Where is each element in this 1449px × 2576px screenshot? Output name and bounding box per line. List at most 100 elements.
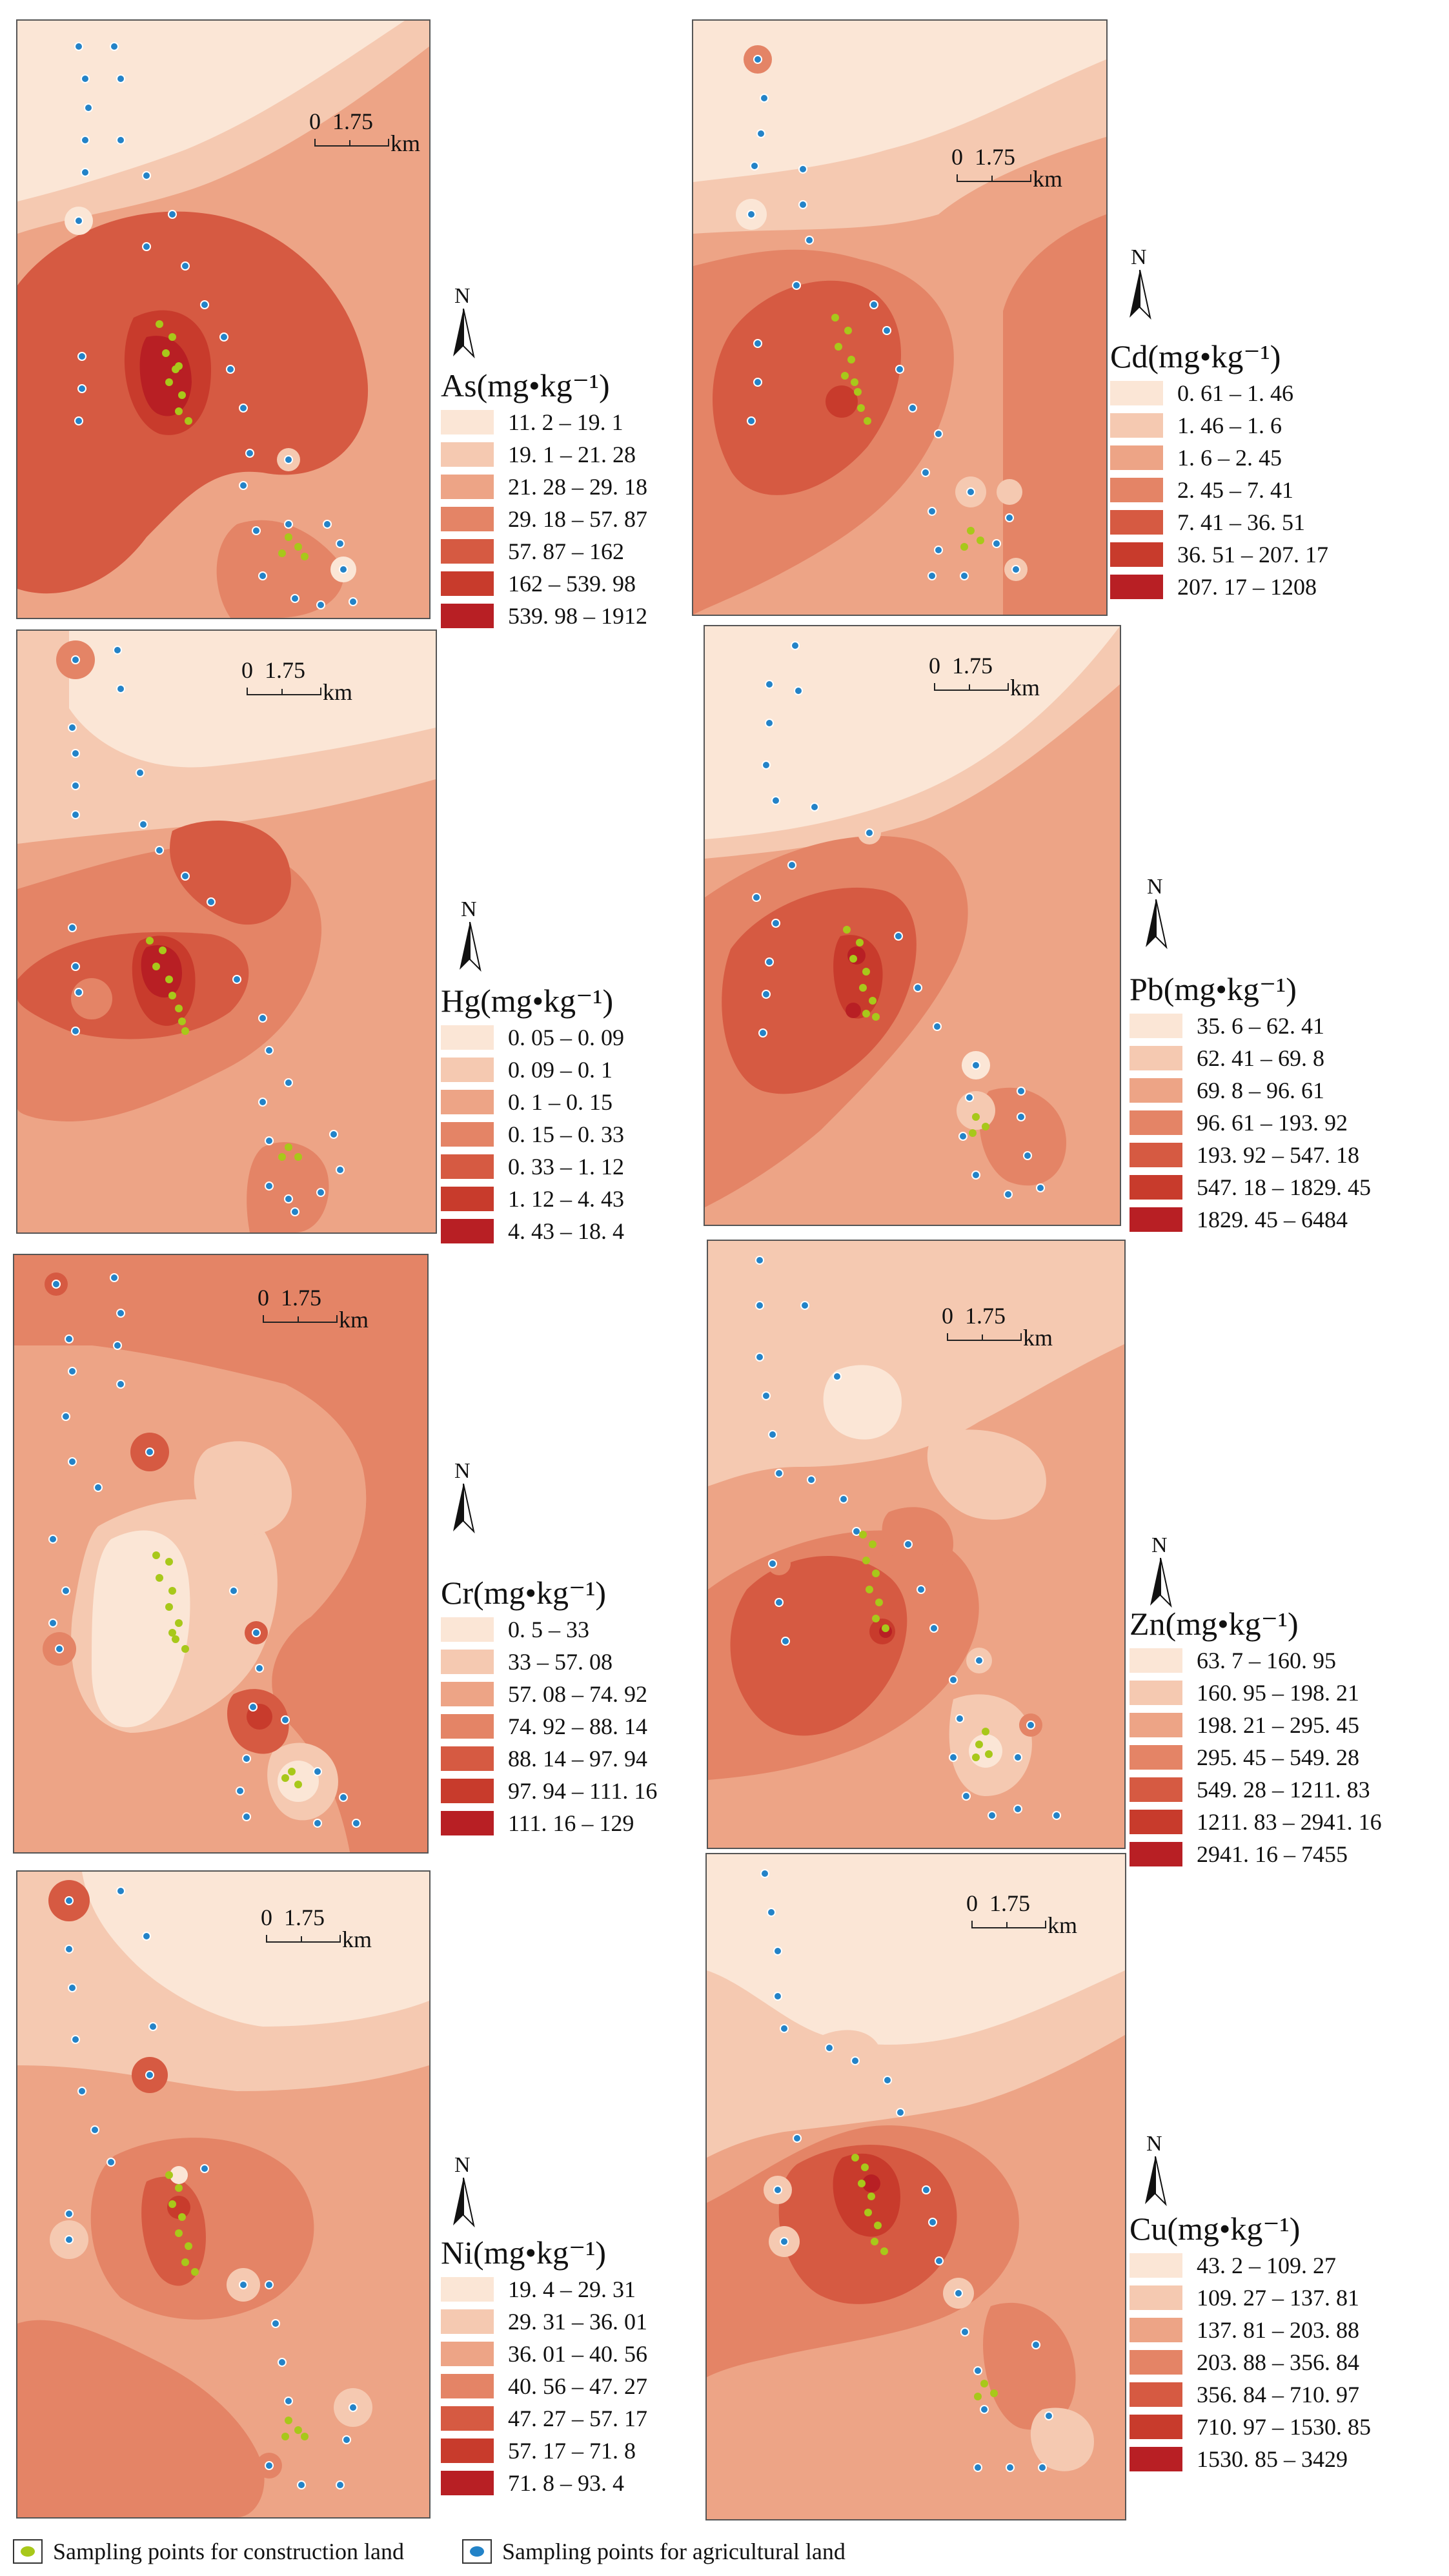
agricultural-point [226, 365, 235, 374]
construction-points [843, 926, 989, 1137]
agricultural-point [265, 1046, 274, 1055]
scale-bar: 0 1.75 km [966, 1890, 1077, 1938]
construction-point [859, 984, 867, 992]
contours-ni [17, 1872, 429, 2517]
construction-point [844, 327, 852, 334]
agricultural-point [284, 520, 293, 529]
agricultural-point [771, 796, 780, 805]
points-cr [48, 1273, 361, 1828]
construction-point [172, 1635, 179, 1643]
legend-row: 11. 2 – 19. 1 [441, 406, 647, 438]
construction-point [851, 2154, 859, 2162]
scale-unit: km [1023, 1325, 1053, 1351]
map-pb: 0 1.75 km [704, 625, 1121, 1226]
construction-point [960, 543, 968, 551]
agricultural-point [71, 781, 80, 790]
zone [979, 1087, 1066, 1186]
north-arrow: N [445, 2153, 481, 2228]
agricultural-point [1004, 1190, 1013, 1199]
agricultural-point [949, 1753, 958, 1762]
agricultural-point [1023, 1151, 1032, 1160]
agricultural-point [200, 300, 209, 309]
agricultural-point [883, 2076, 892, 2085]
agricultural-point [780, 2024, 789, 2033]
legend-row: 160. 95 – 198. 21 [1130, 1677, 1382, 1709]
zone [705, 626, 1120, 839]
agricultural-point [352, 1819, 361, 1828]
scale-zero: 0 [241, 657, 253, 683]
agricultural-point [781, 1637, 790, 1646]
north-arrow-icon [453, 2178, 475, 2228]
legend-range: 57. 17 – 71. 8 [508, 2438, 636, 2464]
agricultural-point [284, 1078, 293, 1087]
legend-row: 356. 84 – 710. 97 [1130, 2378, 1371, 2411]
construction-legend-item: Sampling points for construction land [13, 2538, 404, 2565]
agricultural-point [904, 1540, 913, 1549]
zone [767, 1552, 791, 1575]
agricultural-point [771, 919, 780, 928]
construction-point [165, 976, 173, 983]
agricultural-point [329, 1130, 338, 1139]
agricultural-point [753, 378, 762, 387]
agricultural-point [839, 1495, 848, 1504]
agricultural-point [773, 2185, 782, 2194]
agricultural-point [908, 404, 917, 413]
agricultural-point [882, 326, 891, 335]
zone [713, 280, 902, 495]
north-arrow: N [1142, 1533, 1179, 1608]
construction-point [168, 992, 176, 999]
legend-row: 109. 27 – 137. 81 [1130, 2282, 1371, 2314]
legend-row: 74. 92 – 88. 14 [441, 1710, 657, 1743]
agricultural-point [747, 416, 756, 425]
legend-range: 63. 7 – 160. 95 [1197, 1648, 1336, 1673]
agricultural-point [775, 1469, 784, 1478]
legend-range: 1829. 45 – 6484 [1197, 1207, 1348, 1232]
agricultural-point [116, 1886, 125, 1896]
legend-range: 47. 27 – 57. 17 [508, 2406, 647, 2431]
legend-range: 40. 56 – 47. 27 [508, 2373, 647, 2399]
construction-points [165, 2171, 309, 2440]
construction-point [872, 1615, 880, 1622]
agricultural-point [933, 1022, 942, 1031]
construction-point [156, 1574, 163, 1582]
north-arrow: N [445, 284, 481, 359]
zone [329, 1693, 358, 1721]
agricultural-points [747, 55, 1020, 580]
legend-row: 207. 17 – 1208 [1110, 571, 1328, 603]
construction-point [178, 2213, 186, 2221]
construction-point [847, 356, 855, 363]
legend-title: As(mg•kg⁻¹) [441, 367, 610, 404]
construction-point [969, 1129, 977, 1137]
construction-point [974, 2393, 982, 2400]
map-cd: 0 1.75 km [692, 19, 1108, 616]
agricultural-point [1036, 1183, 1045, 1192]
north-arrow: N [452, 897, 488, 972]
construction-point [168, 333, 176, 341]
zone [707, 1854, 1125, 2045]
legend-range: 11. 2 – 19. 1 [508, 409, 623, 435]
north-label: N [454, 1459, 471, 1483]
agricultural-point [252, 526, 261, 535]
north-label: N [1151, 1533, 1168, 1557]
legend-row: 57. 87 – 162 [441, 535, 647, 567]
agricultural-point [773, 1947, 782, 1956]
agricultural-point [922, 2185, 931, 2194]
agricultural-point [74, 416, 83, 425]
agricultural-point [988, 1811, 997, 1820]
legend-row: 63. 7 – 160. 95 [1130, 1644, 1382, 1677]
agricultural-point [106, 2158, 116, 2167]
legend-title: Cd(mg•kg⁻¹) [1110, 338, 1281, 374]
agricultural-point [77, 352, 86, 361]
legend-row: 111. 16 – 129 [441, 1807, 657, 1839]
agricultural-point [1044, 2411, 1053, 2420]
legend-range: 21. 28 – 29. 18 [508, 474, 647, 500]
construction-point [869, 1540, 876, 1548]
agricultural-point [239, 481, 248, 490]
legend-row: 193. 92 – 547. 18 [1130, 1139, 1371, 1171]
agricultural-point [1013, 1804, 1022, 1814]
construction-point [165, 2171, 173, 2179]
north-arrow-icon [1146, 899, 1168, 950]
agricultural-point [113, 646, 122, 655]
scale-zero: 0 [966, 1890, 978, 1916]
agricultural-point [894, 932, 903, 941]
